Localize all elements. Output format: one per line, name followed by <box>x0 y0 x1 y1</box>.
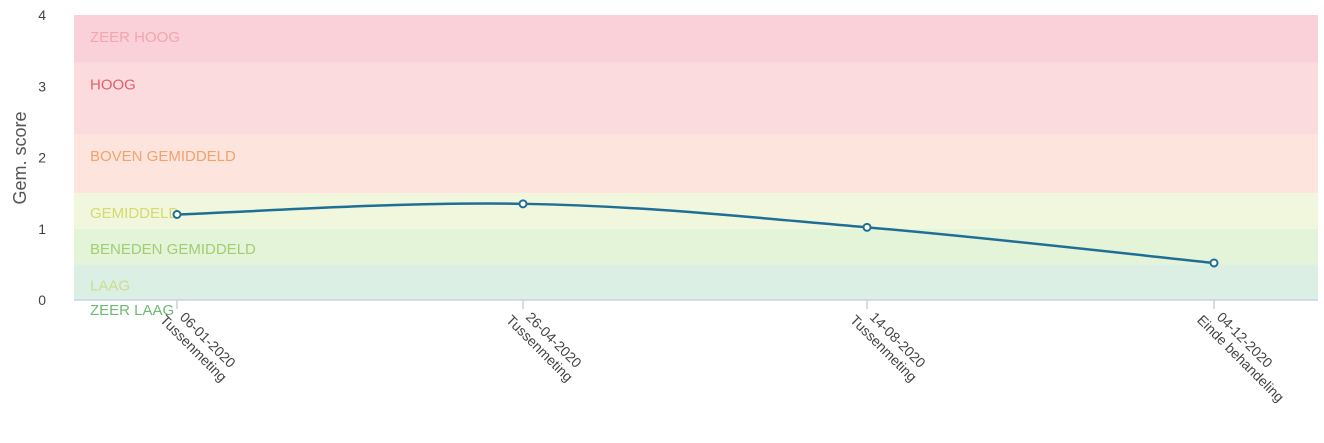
y-tick-label: 2 <box>38 150 46 166</box>
band-label-hoog: HOOG <box>90 77 136 94</box>
band-label-laag: LAAG <box>90 277 130 294</box>
data-point[interactable] <box>172 210 182 219</box>
band-label-zeer-laag: ZEER LAAG <box>90 302 174 319</box>
band-label-beneden-gemiddeld: BENEDEN GEMIDDELD <box>90 241 256 258</box>
score-bands <box>74 15 1318 300</box>
y-tick-label: 3 <box>38 78 46 94</box>
y-tick-label: 0 <box>38 292 46 308</box>
band-beneden-gemiddeld <box>74 228 1318 265</box>
band-boven-gemiddeld <box>74 133 1318 194</box>
y-axis: 0 1 2 3 4 <box>38 7 46 308</box>
band-label-gemiddeld: GEMIDDELD <box>90 205 179 222</box>
y-tick-label: 1 <box>38 221 46 237</box>
band-laag <box>74 264 1318 300</box>
band-zeer-hoog <box>74 15 1318 63</box>
band-label-boven-gemiddeld: BOVEN GEMIDDELD <box>90 148 236 165</box>
y-axis-title: Gem. score <box>10 111 30 204</box>
y-tick-label: 4 <box>38 7 46 23</box>
series-line <box>176 202 1215 265</box>
band-hoog <box>74 62 1318 134</box>
data-point[interactable] <box>1209 258 1219 268</box>
band-label-zeer-hoog: ZEER HOOG <box>90 29 180 46</box>
series-layer <box>172 199 1219 268</box>
band-gemiddeld <box>74 193 1318 229</box>
data-point[interactable] <box>862 222 872 232</box>
band-labels: ZEER LAAG LAAG BENEDEN GEMIDDELD GEMIDDELD B… <box>90 29 256 319</box>
data-point[interactable] <box>518 199 528 209</box>
